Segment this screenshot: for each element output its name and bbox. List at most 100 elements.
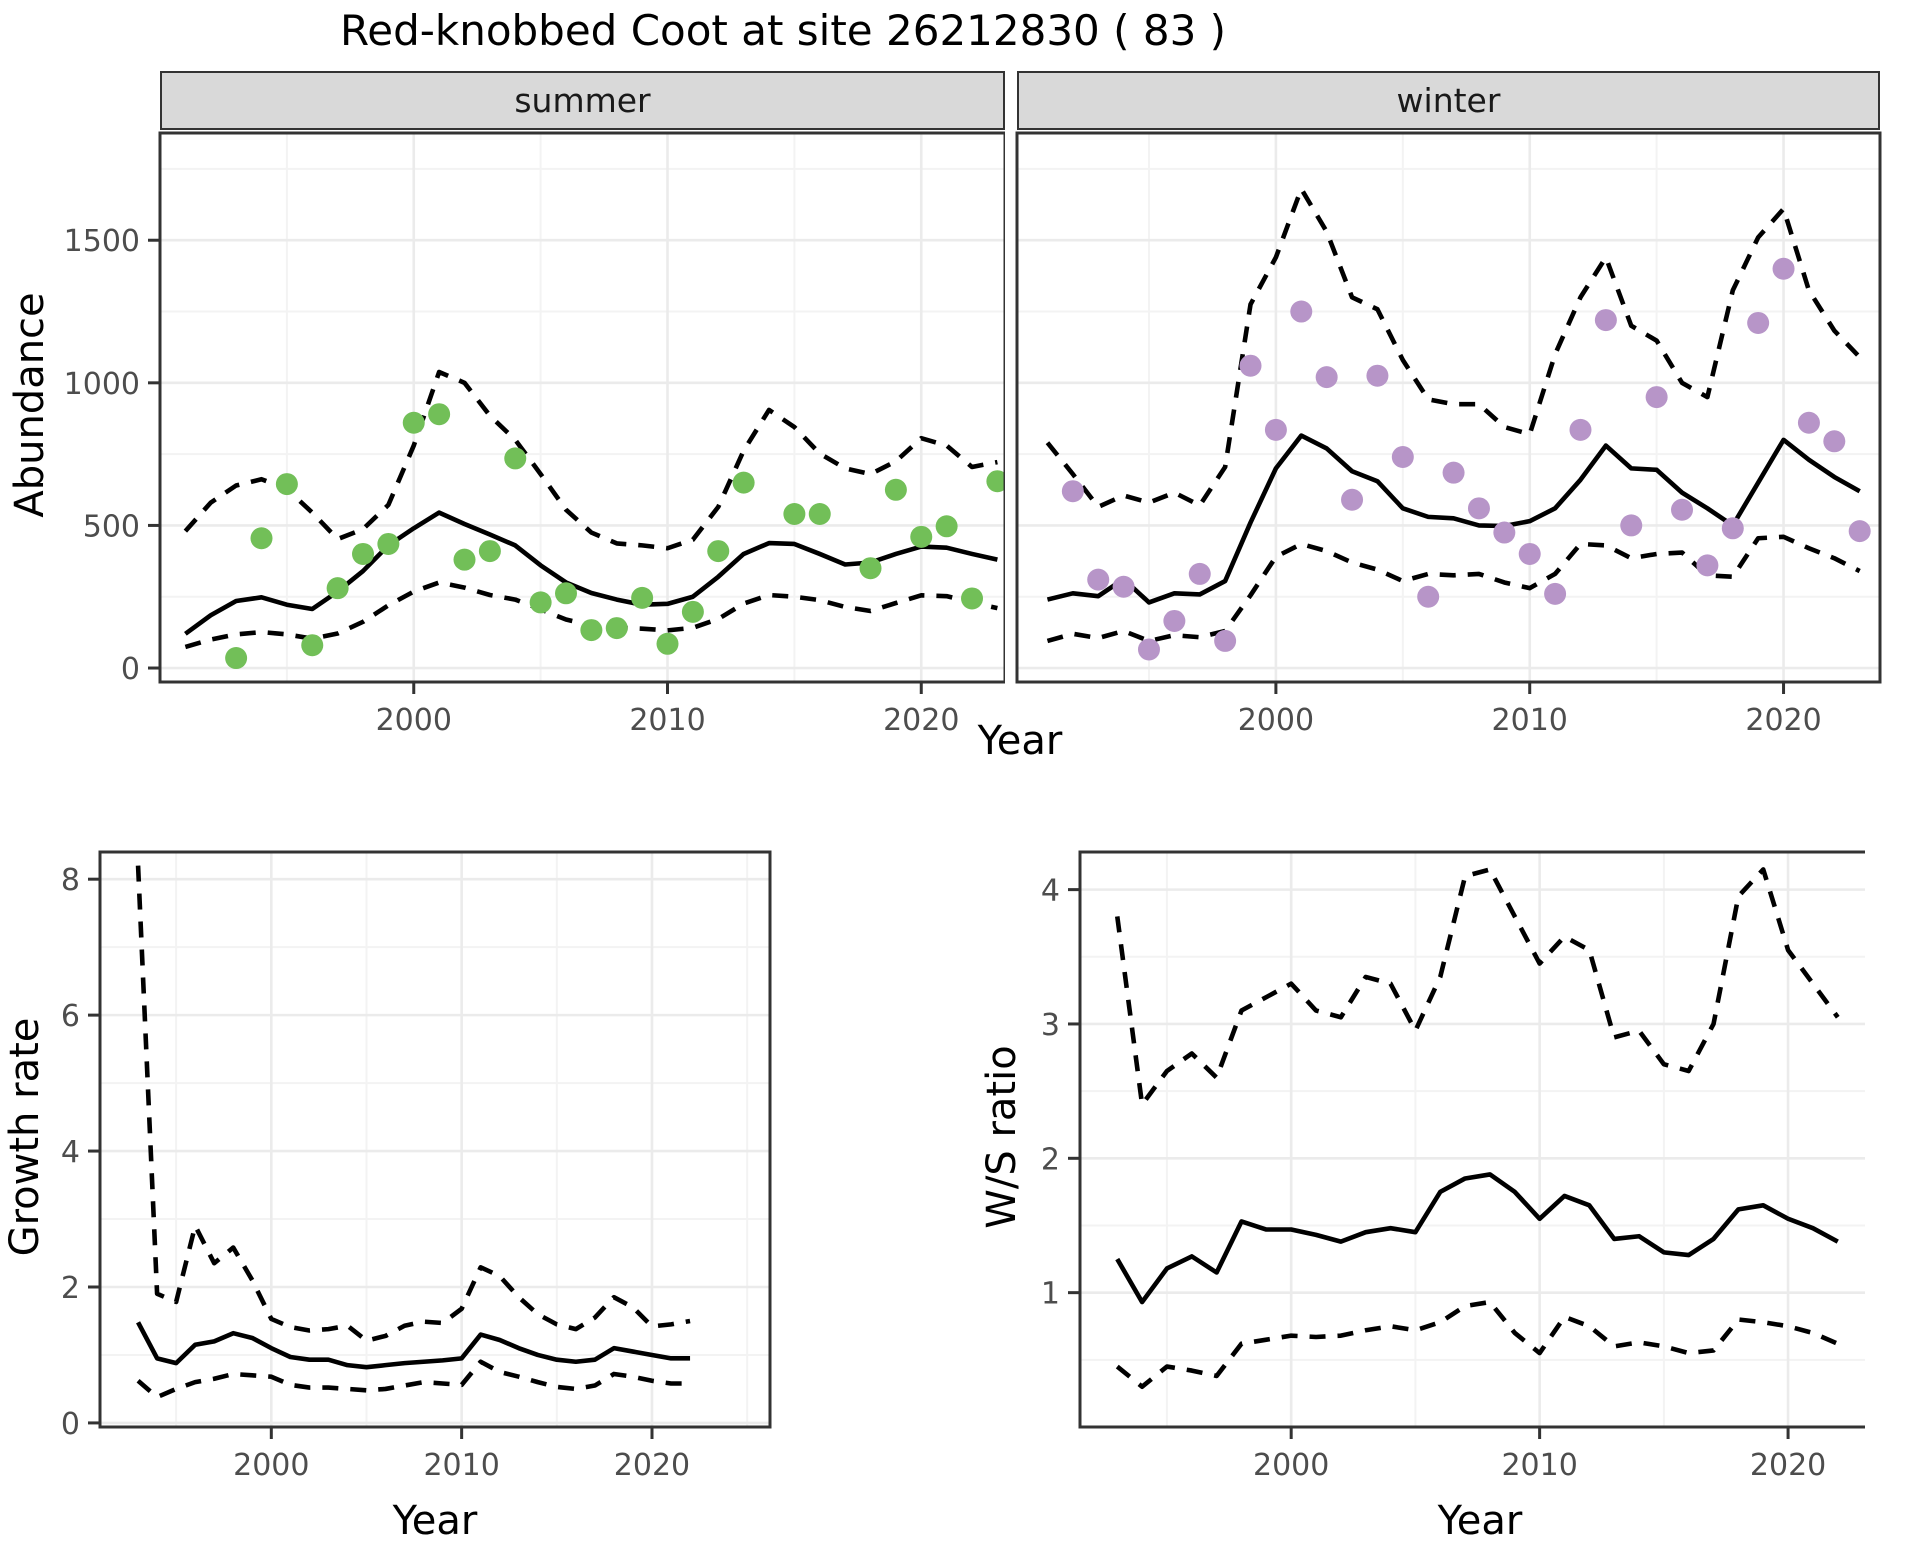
data-point [656, 632, 679, 655]
x-tick-label: 2010 [423, 1448, 499, 1483]
x-tick-label: 2020 [1745, 703, 1821, 738]
panel-background [100, 852, 770, 1427]
data-point [631, 586, 654, 609]
data-point [377, 532, 400, 555]
data-point [402, 411, 425, 434]
lower-ci-line [1046, 534, 1861, 644]
data-point [580, 619, 603, 642]
facet-strip-summer-label: summer [514, 81, 651, 120]
x-tick-label: 2010 [1492, 703, 1568, 738]
data-point [1848, 520, 1871, 543]
data-point [225, 647, 248, 670]
data-point [1163, 609, 1186, 632]
lower-ci-line [1115, 1299, 1839, 1389]
axis-ticks: 2000 2010 2020 0 500 1000 1500 [64, 224, 960, 738]
data-point [504, 447, 527, 470]
gridlines [100, 852, 770, 1427]
data-point [1747, 311, 1770, 334]
data-point [1620, 514, 1643, 537]
facet-strip-winter: winter [1017, 71, 1880, 130]
data-point [1823, 430, 1846, 453]
y-tick-label: 8 [61, 863, 80, 898]
x-tick-label: 2000 [376, 703, 452, 738]
plot-title: Red-knobbed Coot at site 26212830 ( 83 ) [339, 6, 1227, 55]
data-point [1696, 554, 1719, 577]
data-point [1442, 461, 1465, 484]
data-point [1366, 364, 1389, 387]
x-axis-title-abundance: Year [977, 718, 1063, 764]
y-tick-label: 2 [61, 1271, 80, 1306]
data-point [1721, 517, 1744, 540]
x-tick-label: 2000 [1238, 703, 1314, 738]
data-point [326, 577, 349, 600]
data-point [1290, 300, 1313, 323]
facet-strip-winter-label: winter [1396, 81, 1501, 120]
fit-line [1046, 433, 1861, 605]
data-point [1391, 445, 1414, 468]
growth-rate-svg: 2000 2010 2020 0 2 4 6 8 [61, 850, 772, 1483]
x-tick-label: 2000 [233, 1448, 309, 1483]
upper-ci-line [183, 369, 998, 551]
abundance-summer-svg: 2000 2010 2020 0 500 1000 1500 [64, 131, 1009, 738]
data-point [961, 587, 984, 610]
data-point [250, 527, 273, 550]
y-tick-label: 1500 [64, 224, 140, 259]
panel-abundance-summer: 2000 2010 2020 0 500 1000 1500 [20, 131, 1009, 750]
gridlines [1080, 852, 1880, 1427]
data-point [1188, 562, 1211, 585]
axis-ticks: 2000 2010 2020 1 2 3 4 [1041, 874, 1826, 1483]
series [135, 865, 691, 1400]
data-point [1645, 386, 1668, 409]
facet-strip-summer: summer [160, 71, 1005, 130]
y-tick-label: 0 [121, 652, 140, 687]
series [1045, 186, 1871, 661]
panel-growth-rate: 2000 2010 2020 0 2 4 6 8 [0, 850, 775, 1489]
y-tick-label: 3 [1041, 1008, 1060, 1043]
x-tick-label: 2000 [1253, 1448, 1329, 1483]
data-point [1569, 418, 1592, 441]
y-tick-label: 1 [1041, 1277, 1060, 1312]
fit-line [136, 1321, 691, 1370]
x-tick-label: 2020 [1750, 1448, 1826, 1483]
data-point [1087, 568, 1110, 591]
data-point [1772, 257, 1795, 280]
y-tick-label: 0 [61, 1407, 80, 1442]
upper-ci-line [1114, 867, 1840, 1107]
data-point [1137, 638, 1160, 661]
data-point [1518, 542, 1541, 565]
x-tick-label: 2020 [614, 1448, 690, 1483]
data-point [1214, 629, 1237, 652]
data-point [1493, 521, 1516, 544]
data-point [986, 470, 1009, 493]
x-axis-title-growth-rate: Year [392, 1498, 478, 1544]
axis-ticks: 2000 2010 2020 0 2 4 6 8 [61, 863, 690, 1483]
y-tick-label: 6 [61, 999, 80, 1034]
axis-ticks: 2000 2010 2020 [1238, 682, 1822, 738]
x-axis-title-ws-ratio: Year [1437, 1498, 1523, 1544]
data-point [478, 540, 501, 563]
data-point [808, 503, 831, 526]
series [1114, 867, 1840, 1389]
abundance-winter-svg: 2000 2010 2020 [1015, 131, 1882, 738]
ws-ratio-svg: 2000 2010 2020 1 2 3 4 [1041, 850, 1882, 1483]
data-point [859, 557, 882, 580]
data-point [555, 582, 578, 605]
data-point [707, 540, 730, 563]
y-tick-label: 500 [83, 509, 140, 544]
data-point [1239, 354, 1262, 377]
data-point [428, 403, 451, 426]
data-point [529, 591, 552, 614]
x-tick-label: 2020 [883, 703, 959, 738]
y-tick-label: 2 [1041, 1142, 1060, 1177]
panel-ws-ratio: 2000 2010 2020 1 2 3 4 [980, 850, 1882, 1489]
panel-background [1017, 133, 1880, 682]
data-point [453, 548, 476, 571]
series [183, 369, 1009, 670]
data-point [681, 600, 704, 623]
data-point [1467, 497, 1490, 520]
data-point [1061, 480, 1084, 503]
y-tick-label: 4 [61, 1135, 80, 1170]
lower-ci-line [136, 1359, 691, 1400]
upper-ci-line [1045, 186, 1862, 510]
